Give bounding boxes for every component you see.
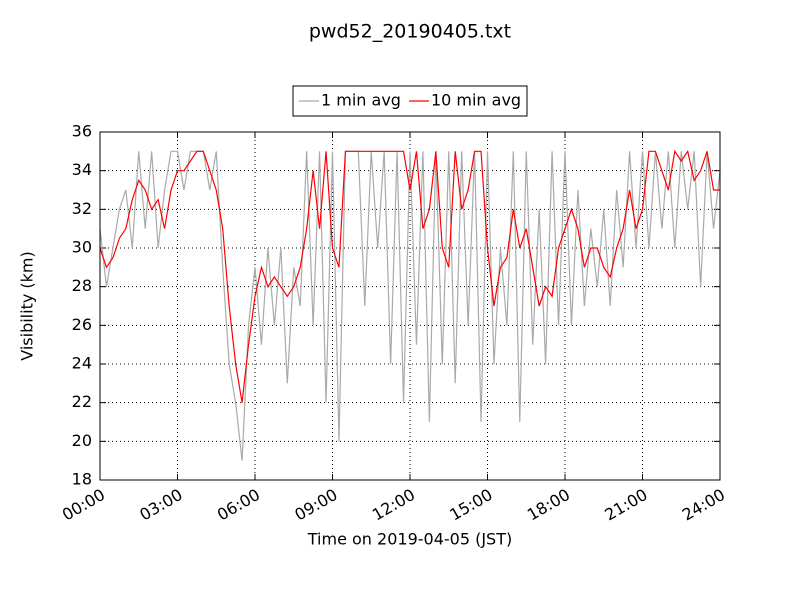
chart-title: pwd52_20190405.txt: [309, 21, 511, 43]
series-line: [99, 149, 720, 403]
y-tick-label: 26: [72, 315, 92, 334]
y-axis-label: Visibility (km): [18, 251, 37, 360]
y-tick-label: 18: [72, 470, 92, 489]
plot-frame: [99, 131, 721, 481]
y-tick-label: 24: [72, 354, 92, 373]
y-tick-label: 22: [72, 392, 92, 411]
x-axis-label: Time on 2019-04-05 (JST): [307, 530, 512, 549]
y-tick-label: 34: [72, 160, 92, 179]
y-tick-label: 30: [72, 238, 92, 257]
y-tick-label: 32: [72, 199, 92, 218]
legend-label: 1 min avg: [321, 91, 401, 110]
y-tick-label: 36: [72, 122, 92, 141]
legend-label: 10 min avg: [431, 91, 521, 110]
y-tick-label: 20: [72, 431, 92, 450]
y-tick-label: 28: [72, 276, 92, 295]
